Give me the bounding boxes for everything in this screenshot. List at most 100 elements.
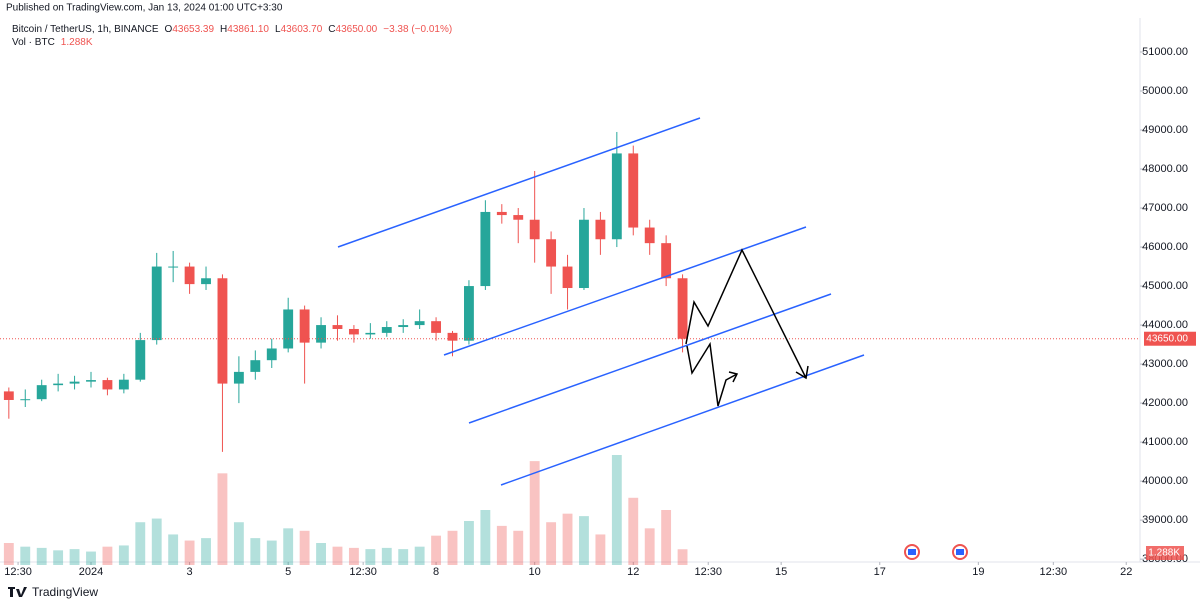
volume-bar	[299, 530, 310, 565]
candle-body	[135, 340, 146, 380]
ohlc-value: 43603.70	[281, 24, 323, 35]
candle-body	[36, 385, 47, 400]
candle-body	[118, 379, 129, 390]
x-tick-label: 22	[1120, 566, 1132, 578]
published-note: Published on TradingView.com, Jan 13, 20…	[6, 3, 283, 14]
y-tick-label: 50000.00	[1142, 85, 1188, 97]
candle-body	[184, 266, 195, 285]
candle-body	[168, 266, 179, 268]
candle-body	[431, 321, 442, 333]
trend-line	[443, 226, 807, 356]
candle-body	[529, 219, 540, 240]
trend-line	[468, 293, 832, 424]
volume-bar	[513, 530, 524, 565]
volume-bar	[250, 538, 261, 565]
candle-body	[102, 380, 113, 390]
volume-bar	[562, 513, 573, 565]
candle-body	[316, 325, 326, 343]
y-tick-label: 46000.00	[1142, 241, 1188, 253]
volume-bar	[529, 461, 540, 565]
volume-bar	[266, 540, 277, 565]
volume-bar	[464, 521, 474, 565]
candle-body	[151, 266, 162, 341]
y-tick-label: 45000.00	[1142, 280, 1188, 292]
event-icons	[904, 544, 968, 560]
candle-body	[299, 309, 310, 343]
volume-bar	[579, 516, 589, 565]
candle-body	[398, 325, 409, 328]
brand-name: TradingView	[32, 585, 98, 599]
ohlc-label: C	[328, 24, 335, 35]
volume-bar	[381, 547, 392, 565]
y-tick-label: 44000.00	[1142, 319, 1188, 331]
volume-bar	[102, 546, 113, 565]
legend: Bitcoin / TetherUS, 1h, BINANCE O43653.39…	[12, 24, 452, 48]
candle-body	[644, 227, 655, 244]
volume-bar	[332, 546, 343, 565]
candle-body	[250, 360, 261, 372]
last-price-label: 43650.00	[1146, 333, 1188, 344]
candle-body	[365, 332, 376, 335]
volume-bar	[431, 535, 442, 565]
candle-body	[464, 286, 474, 341]
symbol: Bitcoin / TetherUS, 1h, BINANCE	[12, 24, 159, 35]
arrow-head	[728, 371, 739, 383]
candle-body	[3, 391, 14, 400]
ohlc-value: 43653.39	[172, 24, 214, 35]
volume-bar	[677, 549, 688, 565]
x-tick-label: 12:30	[1040, 566, 1068, 578]
volume-bar	[414, 546, 425, 565]
candle-body	[677, 278, 688, 339]
candle-body	[283, 309, 294, 349]
volume-bar	[53, 550, 64, 565]
x-tick-label: 12:30	[349, 566, 377, 578]
candle-body	[562, 266, 573, 289]
brand-logo	[8, 587, 27, 597]
volume-bar	[546, 522, 557, 565]
ohlc-values: O43653.39 H43861.10 L43603.70 C43650.00	[165, 24, 378, 35]
candle-body	[266, 348, 277, 361]
candle-body	[348, 328, 359, 335]
x-tick-label: 12	[627, 566, 639, 578]
y-tick-label: 51000.00	[1142, 46, 1188, 58]
volume-bar	[644, 528, 655, 565]
candle-body	[217, 278, 228, 384]
volume-bar	[628, 497, 639, 565]
volume-bar	[217, 473, 228, 565]
ohlc-label: O	[165, 24, 173, 35]
y-tick-label: 39000.00	[1142, 514, 1188, 526]
y-tick-label: 42000.00	[1142, 397, 1188, 409]
volume-bar	[86, 551, 96, 565]
volume-bar	[168, 534, 179, 565]
x-tick-label: 17	[874, 566, 886, 578]
volume-tag-label: 1.288K	[1148, 548, 1180, 559]
volume-bar	[135, 522, 146, 565]
volume-tag	[1146, 546, 1184, 560]
last-price-tag	[1144, 331, 1196, 346]
volume-bar	[398, 549, 409, 565]
plot-area: 38000.0039000.0040000.0041000.0042000.00…	[0, 46, 1196, 578]
x-tick-label: 2024	[79, 566, 103, 578]
y-tick-label: 40000.00	[1142, 475, 1188, 487]
volume-bar	[118, 545, 129, 565]
arrow-head	[795, 365, 809, 380]
y-tick-label: 43000.00	[1142, 358, 1188, 370]
volume-bar	[151, 518, 162, 565]
x-tick-label: 8	[433, 566, 439, 578]
volume-bar	[480, 510, 491, 565]
volume-bar	[365, 549, 376, 565]
volume-bar	[283, 528, 294, 565]
volume-bar	[348, 547, 359, 565]
volume-bar	[233, 522, 244, 565]
x-tick-label: 15	[775, 566, 787, 578]
volume-name: Vol · BTC	[12, 37, 55, 48]
x-tick-label: 3	[187, 566, 193, 578]
ohlc-label: L	[275, 24, 281, 35]
volume-bar	[201, 538, 211, 565]
footer-brand: TradingView	[8, 585, 98, 599]
y-tick-label: 47000.00	[1142, 202, 1188, 214]
candle-body	[513, 215, 524, 220]
y-tick-label: 41000.00	[1142, 436, 1188, 448]
y-tick-label: 48000.00	[1142, 163, 1188, 175]
